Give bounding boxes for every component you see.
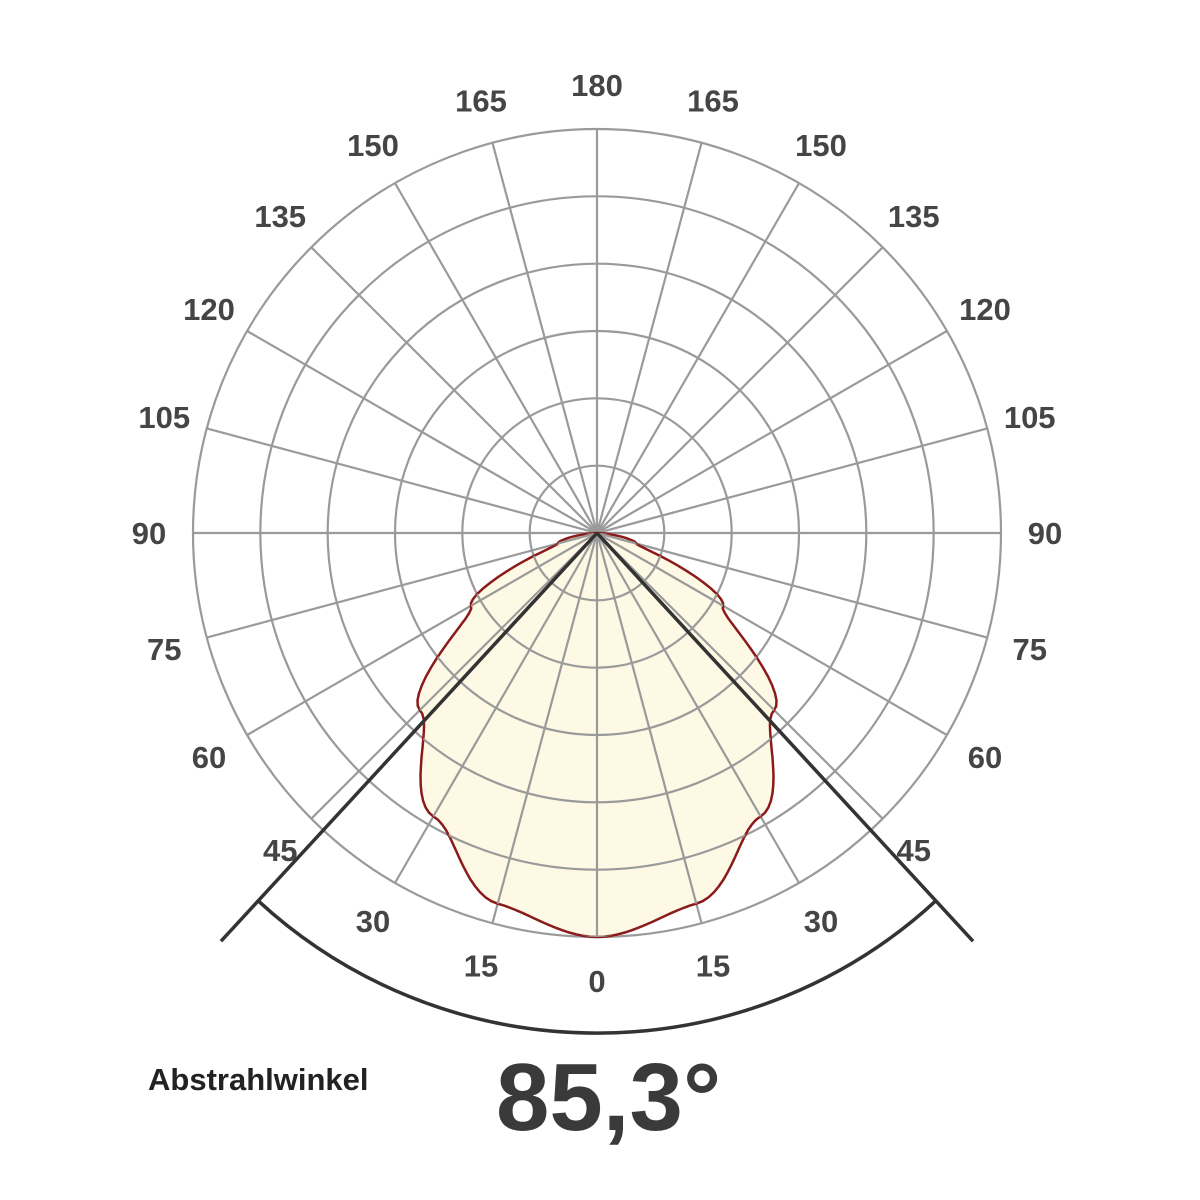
angle-tick-label: 60 xyxy=(192,740,226,775)
grid-spoke xyxy=(310,246,598,534)
angle-tick-label: 75 xyxy=(1012,632,1046,667)
grid-spoke-inner xyxy=(596,533,777,820)
grid-spoke xyxy=(596,246,884,534)
grid-spoke xyxy=(596,427,988,535)
angle-tick-label: 15 xyxy=(464,949,498,984)
angle-tick-label: 105 xyxy=(138,400,190,435)
grid-spoke xyxy=(596,330,948,534)
beam-angle-line xyxy=(219,531,599,943)
angle-tick-labels: 0 15 30 45 60 75 90 105 120 135 150 165 180 15 30 45 60 7… xyxy=(132,68,1062,999)
grid-spoke-inner xyxy=(595,533,703,924)
grid-spoke xyxy=(246,330,598,534)
angle-tick-label: 90 xyxy=(132,516,166,551)
angle-tick-label: 165 xyxy=(687,83,739,118)
angle-tick-label: 75 xyxy=(147,632,181,667)
angle-tick-label: 0 xyxy=(588,964,605,999)
angle-tick-label: 150 xyxy=(347,128,399,163)
angle-tick-label: 30 xyxy=(804,904,838,939)
angle-tick-label: 135 xyxy=(254,199,306,234)
angle-tick-label: 120 xyxy=(959,292,1011,327)
angle-tick-label: 30 xyxy=(356,904,390,939)
angle-tick-label: 15 xyxy=(696,949,730,984)
angle-tick-label: 45 xyxy=(897,833,931,868)
angle-tick-label: 150 xyxy=(795,128,847,163)
beam-angle-indicator xyxy=(219,531,975,1035)
grid-spoke xyxy=(491,142,599,534)
beam-angle-caption-label: Abstrahlwinkel xyxy=(148,1062,369,1097)
angle-tick-label: 45 xyxy=(263,833,297,868)
grid-spoke-inner xyxy=(491,533,599,924)
angle-tick-label: 180 xyxy=(571,68,623,103)
beam-angle-line xyxy=(595,531,975,943)
angle-tick-label: 90 xyxy=(1028,516,1062,551)
grid-spoke xyxy=(206,427,598,535)
angle-tick-label: 105 xyxy=(1004,400,1056,435)
angle-tick-label: 120 xyxy=(183,292,235,327)
beam-angle-arc xyxy=(257,899,937,1035)
beam-angle-caption-value: 85,3° xyxy=(496,1044,722,1151)
grid-spoke xyxy=(596,531,988,639)
grid-spoke xyxy=(394,182,598,534)
angle-tick-label: 60 xyxy=(968,740,1002,775)
grid-spoke-inner xyxy=(417,533,598,820)
angle-tick-label: 135 xyxy=(888,199,940,234)
grid-spoke xyxy=(596,182,800,534)
grid-spoke xyxy=(206,531,598,639)
angle-tick-label: 165 xyxy=(455,83,507,118)
grid-spoke xyxy=(595,142,703,534)
